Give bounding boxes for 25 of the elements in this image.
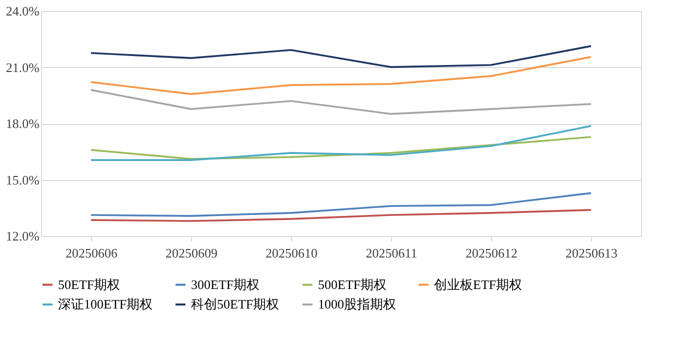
x-tick-label: 20250610 (266, 246, 318, 260)
line-series (90, 56, 592, 95)
y-tick-label: 18.0% (6, 116, 40, 131)
line-series (90, 125, 592, 161)
legend-label: 科创50ETF期权 (191, 296, 280, 312)
legend-label: 500ETF期权 (318, 276, 387, 292)
y-tick-label: 15.0% (6, 172, 40, 188)
x-tick-label: 20250612 (466, 246, 518, 260)
x-tick-label: 20250609 (166, 246, 218, 260)
y-tick-label: 12.0% (6, 228, 40, 244)
legend-label: 50ETF期权 (58, 276, 120, 292)
line-series (90, 89, 592, 115)
legend-label: 创业板ETF期权 (434, 276, 522, 292)
legend-label: 深证100ETF期权 (58, 296, 153, 312)
line-series (90, 136, 592, 160)
line-series (90, 209, 592, 222)
y-tick-label: 21.0% (6, 60, 40, 75)
legend-label: 1000股指期权 (318, 296, 396, 312)
x-tick-label: 20250606 (66, 246, 118, 260)
y-tick-label: 24.0% (6, 4, 40, 18)
x-tick-label: 20250611 (366, 246, 418, 260)
line-series (90, 45, 592, 68)
line-series (90, 192, 592, 217)
legend-label: 300ETF期权 (191, 276, 260, 292)
x-tick-label: 20250613 (566, 246, 618, 260)
